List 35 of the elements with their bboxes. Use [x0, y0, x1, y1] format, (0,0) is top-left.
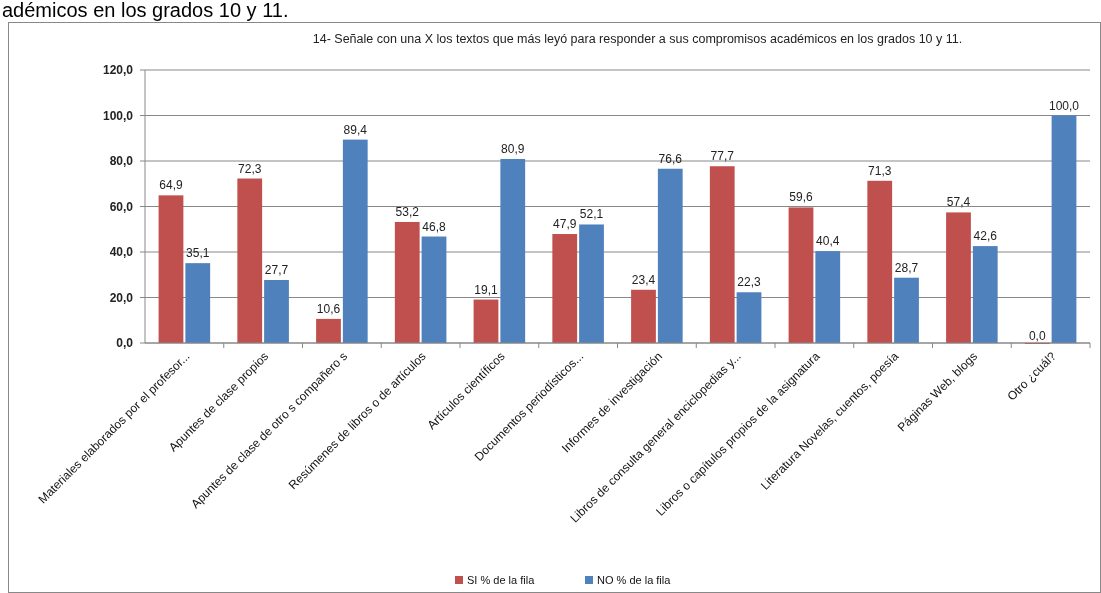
y-tick-label: 40,0 — [109, 245, 134, 260]
data-label: 0,0 — [1028, 329, 1046, 343]
y-tick-label: 60,0 — [109, 199, 134, 214]
data-label: 35,1 — [186, 246, 210, 261]
y-tick-label: 80,0 — [109, 154, 134, 169]
y-tick-label: 20,0 — [109, 290, 134, 305]
data-label: 53,2 — [395, 204, 420, 219]
data-label: 71,3 — [868, 163, 892, 178]
data-label: 57,4 — [946, 195, 971, 210]
data-label: 40,4 — [816, 234, 840, 249]
data-label: 10,6 — [316, 301, 341, 316]
data-label: 76,6 — [658, 151, 683, 166]
data-label: 77,7 — [710, 149, 735, 164]
data-label: 59,6 — [789, 190, 813, 205]
text: adémicos en los grados 10 y 11. — [2, 0, 289, 21]
legend-label: SI % de la fila — [467, 574, 536, 586]
data-label: 42,6 — [973, 229, 998, 244]
data-label: 19,1 — [474, 282, 498, 297]
data-label: 64,9 — [159, 178, 183, 193]
data-label: 46,8 — [422, 219, 447, 234]
data-label: 47,9 — [553, 217, 577, 232]
y-tick-label: 100,0 — [102, 108, 134, 123]
data-label: 100,0 — [1049, 98, 1080, 113]
legend-label: NO % de la fila — [597, 574, 672, 586]
y-tick-label: 120,0 — [102, 63, 134, 78]
data-label: 23,4 — [631, 272, 656, 287]
data-label: 27,7 — [264, 262, 289, 277]
chart-title: 14- Señale con una X los textos que más leyó para responder a sus compromisos académicos en los grados 10 y 11. — [312, 32, 963, 46]
data-label: 52,1 — [579, 207, 604, 222]
y-tick-label: 0,0 — [116, 336, 134, 351]
data-label: 28,7 — [894, 260, 919, 275]
data-label: 89,4 — [343, 122, 368, 137]
data-label: 72,3 — [238, 161, 262, 176]
data-label: 22,3 — [737, 275, 762, 290]
data-label: 80,9 — [501, 141, 525, 156]
